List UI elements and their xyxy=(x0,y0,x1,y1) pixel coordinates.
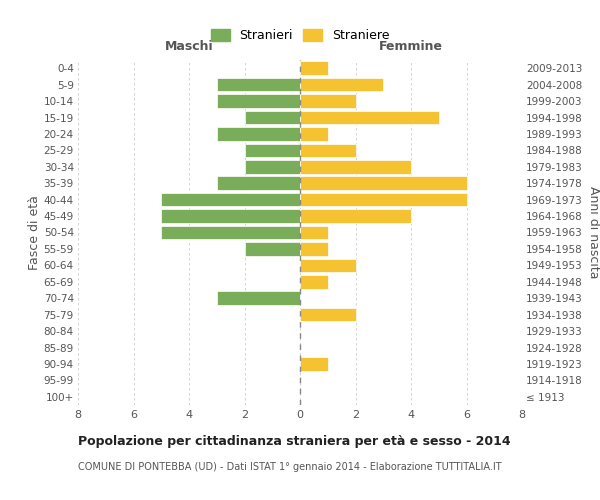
Y-axis label: Fasce di età: Fasce di età xyxy=(28,195,41,270)
Bar xyxy=(217,78,300,92)
Bar xyxy=(217,292,300,305)
Bar xyxy=(217,127,300,140)
Bar xyxy=(161,193,300,206)
Bar xyxy=(161,226,300,239)
Bar xyxy=(217,176,300,190)
Bar xyxy=(300,242,328,256)
Bar xyxy=(300,62,328,75)
Bar xyxy=(300,193,467,206)
Bar xyxy=(300,357,328,370)
Bar xyxy=(245,144,300,157)
Text: Femmine: Femmine xyxy=(379,40,443,53)
Bar xyxy=(217,94,300,108)
Bar xyxy=(245,242,300,256)
Bar xyxy=(245,160,300,173)
Text: Popolazione per cittadinanza straniera per età e sesso - 2014: Popolazione per cittadinanza straniera p… xyxy=(78,435,511,448)
Y-axis label: Anni di nascita: Anni di nascita xyxy=(587,186,599,279)
Bar xyxy=(300,160,411,173)
Text: COMUNE DI PONTEBBA (UD) - Dati ISTAT 1° gennaio 2014 - Elaborazione TUTTITALIA.I: COMUNE DI PONTEBBA (UD) - Dati ISTAT 1° … xyxy=(78,462,502,472)
Legend: Stranieri, Straniere: Stranieri, Straniere xyxy=(207,25,393,46)
Bar xyxy=(300,226,328,239)
Bar xyxy=(300,275,328,288)
Bar xyxy=(300,144,355,157)
Bar xyxy=(245,111,300,124)
Bar xyxy=(161,210,300,223)
Bar xyxy=(300,258,355,272)
Text: Maschi: Maschi xyxy=(164,40,214,53)
Bar xyxy=(300,176,467,190)
Bar xyxy=(300,308,355,322)
Bar xyxy=(300,127,328,140)
Bar xyxy=(300,78,383,92)
Bar xyxy=(300,94,355,108)
Bar xyxy=(300,111,439,124)
Bar xyxy=(300,210,411,223)
